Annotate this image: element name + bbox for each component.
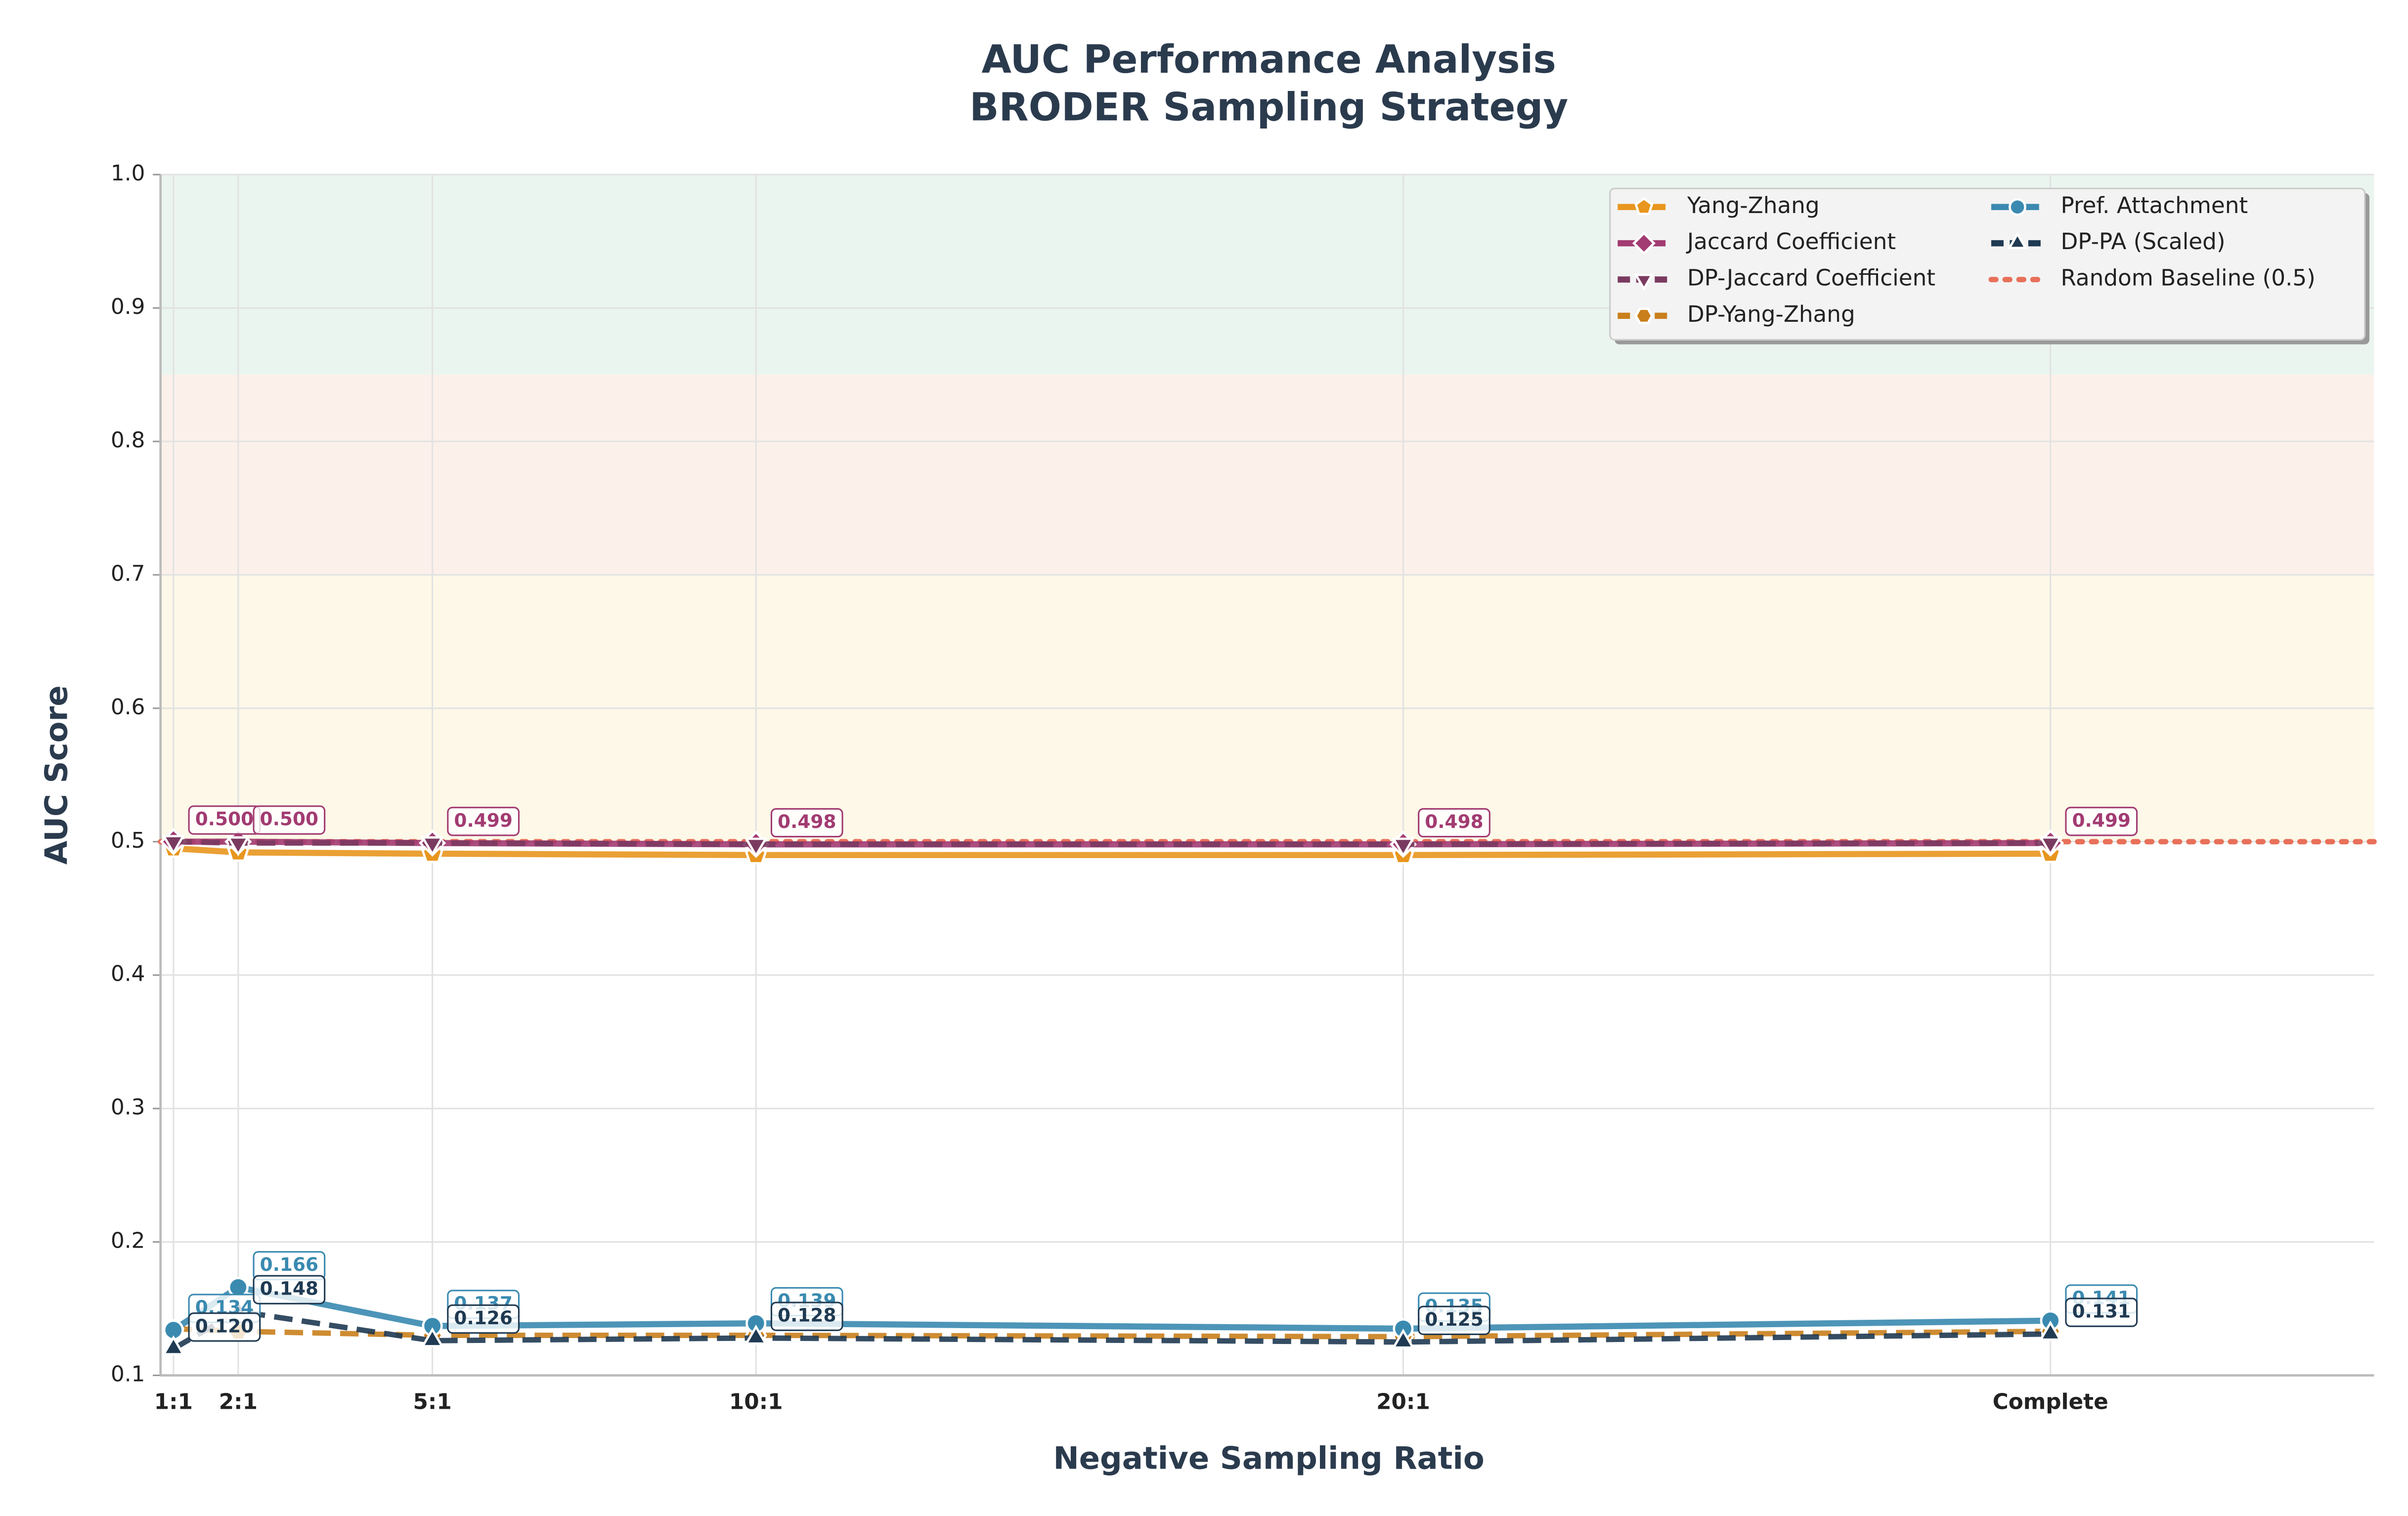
marker xyxy=(1391,1328,1415,1349)
marker xyxy=(421,1327,444,1347)
data-label-box xyxy=(188,1312,261,1342)
data-label-box xyxy=(447,1304,520,1334)
y-tick-label: 0.2 xyxy=(111,1228,145,1254)
y-tick-label: 0.4 xyxy=(111,961,145,987)
legend-box xyxy=(1609,187,2366,341)
y-tick-label: 0.6 xyxy=(111,694,145,720)
x-tick-label: 1:1 xyxy=(154,1389,193,1415)
data-label: 0.500 xyxy=(260,808,318,830)
x-tick-label: 10:1 xyxy=(729,1389,783,1415)
data-label: 0.120 xyxy=(195,1315,254,1337)
y-tick-label: 0.9 xyxy=(111,294,145,319)
y-tick-label: 0.5 xyxy=(111,828,145,853)
data-label-box xyxy=(253,805,326,835)
data-label-box xyxy=(1418,1305,1490,1335)
marker xyxy=(226,836,250,857)
marker xyxy=(2009,198,2026,216)
data-label-box xyxy=(2065,1298,2138,1327)
marker xyxy=(744,837,768,858)
marker xyxy=(1391,837,1415,858)
data-label-box xyxy=(253,1275,326,1304)
data-label: 0.498 xyxy=(778,811,836,832)
marker xyxy=(1632,231,1656,255)
marker xyxy=(2007,231,2028,249)
legend-label: DP-Yang-Zhang xyxy=(1687,301,1855,327)
data-label: 0.500 xyxy=(195,808,254,830)
data-label: 0.128 xyxy=(778,1304,836,1326)
y-tick-label: 1.0 xyxy=(111,161,145,186)
data-label-box xyxy=(770,1301,843,1331)
legend-label: Pref. Attachment xyxy=(2060,192,2248,218)
y-tick-label: 0.7 xyxy=(111,561,145,586)
data-label-box xyxy=(447,807,520,836)
legend-label: Jaccard Coefficient xyxy=(1686,228,1896,255)
x-axis-label: Negative Sampling Ratio xyxy=(1053,1440,1484,1476)
legend-label: DP-PA (Scaled) xyxy=(2060,228,2225,255)
chart-title: AUC Performance Analysis xyxy=(981,38,1556,82)
data-label: 0.498 xyxy=(1425,811,1483,832)
marker xyxy=(744,1324,768,1345)
y-tick-label: 0.1 xyxy=(111,1361,145,1386)
legend-label: Yang-Zhang xyxy=(1687,192,1820,218)
x-tick-label: 5:1 xyxy=(413,1389,451,1415)
chart-subtitle: BRODER Sampling Strategy xyxy=(969,86,1568,130)
marker xyxy=(162,835,185,855)
marker xyxy=(2039,1320,2062,1341)
marker xyxy=(162,1335,185,1356)
data-label: 0.131 xyxy=(2072,1300,2130,1322)
y-axis-label: AUC Score xyxy=(39,686,75,865)
data-label-box xyxy=(770,808,843,838)
marker xyxy=(421,836,444,857)
data-label-box xyxy=(1418,808,1490,838)
y-tick-label: 0.3 xyxy=(111,1095,145,1120)
marker xyxy=(1634,307,1654,324)
marker xyxy=(2039,836,2062,857)
data-label: 0.166 xyxy=(260,1254,318,1275)
legend: Yang-Zhang Jaccard Coefficient DP-Jaccard … xyxy=(1609,187,2369,345)
line xyxy=(173,1326,2051,1340)
data-label: 0.125 xyxy=(1425,1308,1483,1330)
line xyxy=(173,839,2051,847)
data-label: 0.148 xyxy=(260,1278,318,1299)
x-tick-label: 2:1 xyxy=(219,1389,258,1415)
legend-label: Random Baseline (0.5) xyxy=(2060,265,2315,291)
x-tick-label: Complete xyxy=(1993,1389,2108,1415)
data-label: 0.126 xyxy=(454,1307,512,1329)
y-tick-label: 0.8 xyxy=(111,428,145,453)
x-tick-label: 20:1 xyxy=(1376,1389,1430,1415)
marker xyxy=(1634,273,1654,291)
data-label: 0.499 xyxy=(2072,809,2130,831)
marker xyxy=(1634,197,1654,216)
band xyxy=(160,375,2374,575)
legend-label: DP-Jaccard Coefficient xyxy=(1687,265,1935,291)
line xyxy=(173,845,2051,859)
data-label-box xyxy=(2065,807,2138,836)
data-label: 0.499 xyxy=(454,809,512,831)
